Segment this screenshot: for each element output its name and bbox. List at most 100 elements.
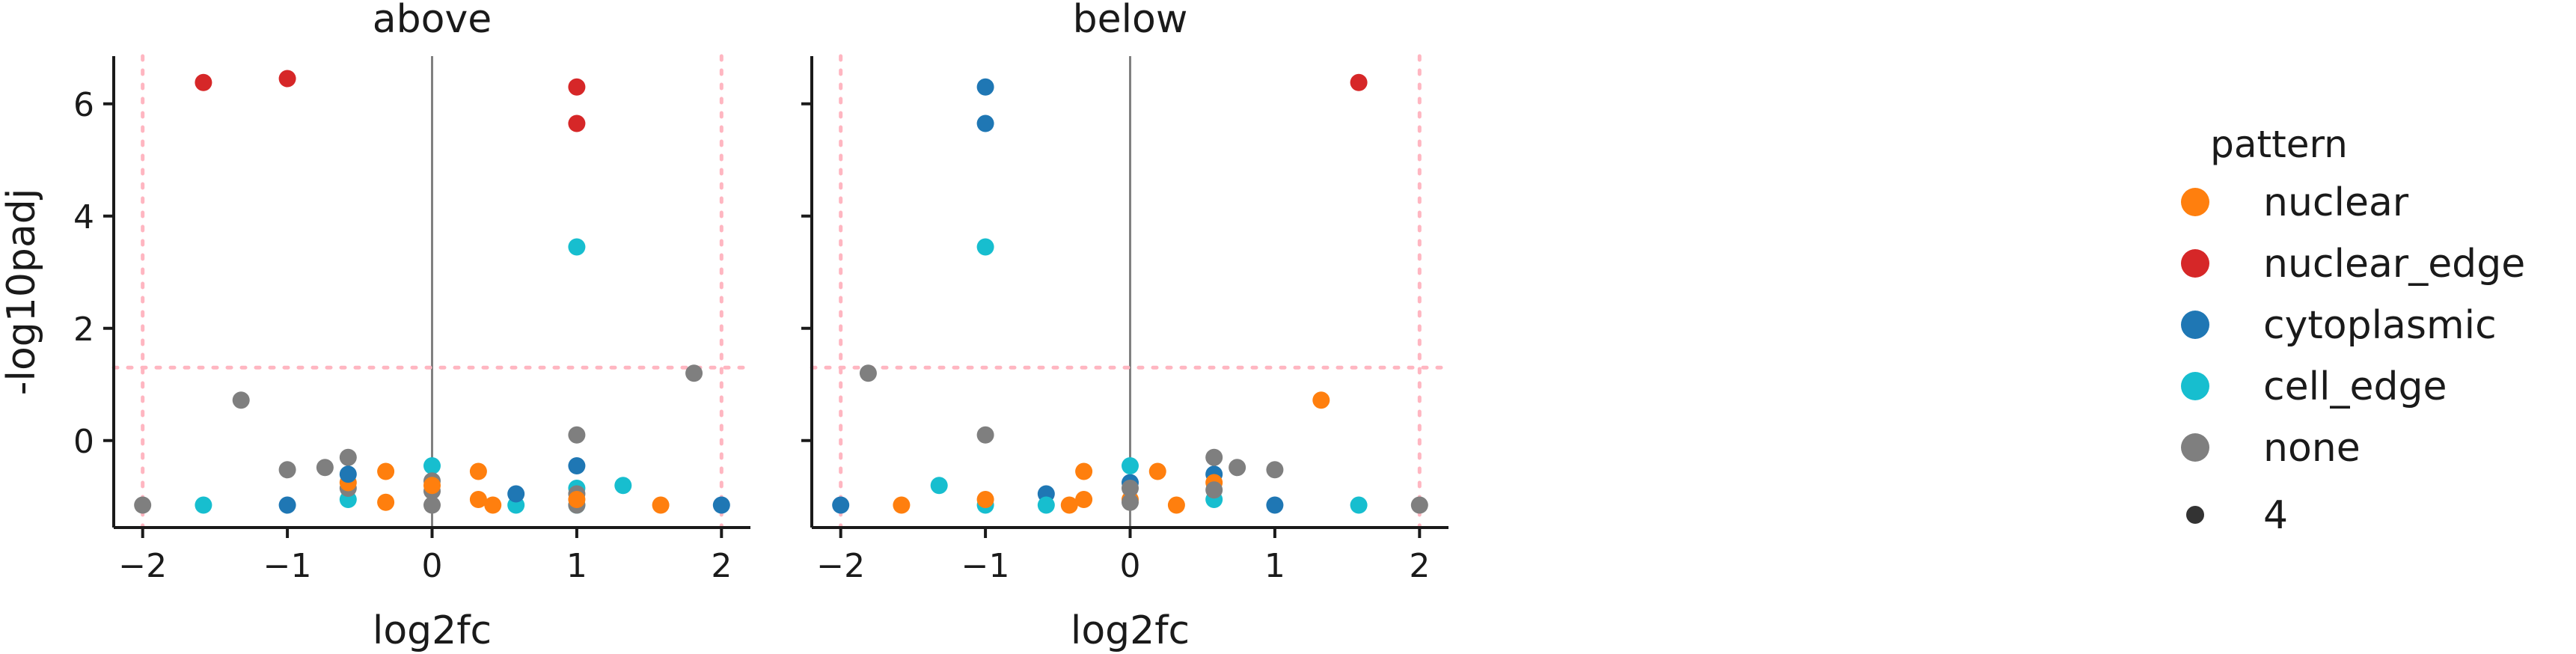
data-point <box>1122 480 1139 497</box>
x-tick-label: 1 <box>566 547 587 585</box>
legend-marker <box>2181 372 2209 400</box>
panel-above: above −2 −1 0 1 2 log2fc 0 2 4 6 <box>73 0 753 653</box>
legend-item-none: none <box>2181 426 2361 471</box>
data-point <box>1312 391 1330 409</box>
x-tick-label: −2 <box>118 547 167 585</box>
x-tick-label: −1 <box>263 547 312 585</box>
data-point <box>712 496 730 514</box>
x-tick-label: 2 <box>711 547 732 585</box>
legend-marker <box>2181 249 2209 278</box>
data-point <box>339 448 357 466</box>
data-point <box>652 496 670 514</box>
series-nuclear <box>893 391 1330 514</box>
data-point <box>976 491 994 508</box>
x-tick-label: 0 <box>1120 547 1141 585</box>
data-point <box>1205 481 1223 499</box>
data-point <box>568 114 586 132</box>
data-point <box>976 78 994 96</box>
panel-title: above <box>373 0 492 42</box>
data-point <box>1229 459 1246 477</box>
legend-label: cell_edge <box>2263 364 2447 409</box>
data-point <box>1037 496 1055 514</box>
y-tick-label: 6 <box>73 86 94 124</box>
data-point <box>859 364 877 382</box>
data-point <box>1350 496 1368 514</box>
series-none <box>859 364 1428 514</box>
data-point <box>423 496 441 514</box>
data-point <box>832 496 850 514</box>
data-point <box>469 491 487 508</box>
data-point <box>1075 491 1093 508</box>
x-tick-label: 1 <box>1264 547 1285 585</box>
legend-marker <box>2181 433 2209 462</box>
series-cytoplasmic <box>278 457 730 514</box>
legend-item-nuclear_edge: nuclear_edge <box>2181 242 2525 287</box>
series-cytoplasmic <box>832 78 1284 514</box>
legend-title: pattern <box>2210 123 2348 166</box>
data-point <box>278 70 296 88</box>
legend-item-nuclear: nuclear <box>2181 180 2409 225</box>
data-point <box>195 73 212 91</box>
panel-title: below <box>1073 0 1188 42</box>
legend-size-label: 4 <box>2263 493 2288 538</box>
data-point <box>339 465 357 483</box>
data-point <box>423 477 441 495</box>
data-point <box>469 462 487 480</box>
data-point <box>278 496 296 514</box>
data-point <box>568 78 586 96</box>
legend: pattern nuclear nuclear_edge cytoplasmic cel… <box>2181 123 2525 538</box>
legend-size-entry: 4 <box>2186 493 2288 538</box>
x-tick-label: 0 <box>422 547 443 585</box>
y-tick-label: 2 <box>73 311 94 349</box>
legend-label: nuclear <box>2263 180 2409 225</box>
data-point <box>1148 462 1166 480</box>
data-point <box>976 238 994 256</box>
series-nuclear_edge <box>1350 73 1368 91</box>
data-point <box>1266 496 1284 514</box>
series-cell_edge <box>195 238 632 514</box>
data-point <box>1075 462 1093 480</box>
data-point <box>1350 73 1368 91</box>
data-point <box>278 461 296 479</box>
data-point <box>568 426 586 444</box>
data-point <box>1122 457 1139 474</box>
data-point <box>134 496 152 514</box>
data-point <box>1122 493 1139 511</box>
legend-label: nuclear_edge <box>2263 242 2525 287</box>
data-point <box>976 426 994 444</box>
data-point <box>1205 448 1223 466</box>
x-tick-label: −1 <box>961 547 1010 585</box>
data-point <box>1060 496 1078 514</box>
data-point <box>1266 461 1284 479</box>
data-point <box>507 485 525 503</box>
data-point <box>568 457 586 474</box>
y-tick-label: 4 <box>73 198 94 236</box>
legend-label: cytoplasmic <box>2263 303 2497 348</box>
data-point <box>930 477 948 495</box>
data-point <box>976 114 994 132</box>
data-point <box>484 496 502 514</box>
data-point <box>568 491 586 508</box>
legend-marker <box>2181 188 2209 216</box>
data-point <box>316 459 334 477</box>
data-point <box>893 496 911 514</box>
data-point <box>423 457 441 474</box>
legend-label: none <box>2263 426 2361 471</box>
y-axis-label: -log10padj <box>0 189 44 396</box>
y-tick-label: 0 <box>73 423 94 461</box>
panel-below: below −2 −1 0 1 2 log2fc <box>801 0 1451 653</box>
x-tick-label: 2 <box>1409 547 1430 585</box>
x-axis-label: log2fc <box>373 608 492 653</box>
data-point <box>377 493 395 511</box>
data-point <box>568 238 586 256</box>
legend-marker <box>2181 311 2209 339</box>
x-tick-label: −2 <box>816 547 865 585</box>
data-point <box>195 496 212 514</box>
legend-item-cytoplasmic: cytoplasmic <box>2181 303 2497 348</box>
data-point <box>1167 496 1185 514</box>
series-cell_edge <box>930 238 1368 514</box>
legend-size-marker <box>2186 506 2204 524</box>
series-nuclear_edge <box>195 70 586 132</box>
legend-item-cell_edge: cell_edge <box>2181 364 2447 409</box>
